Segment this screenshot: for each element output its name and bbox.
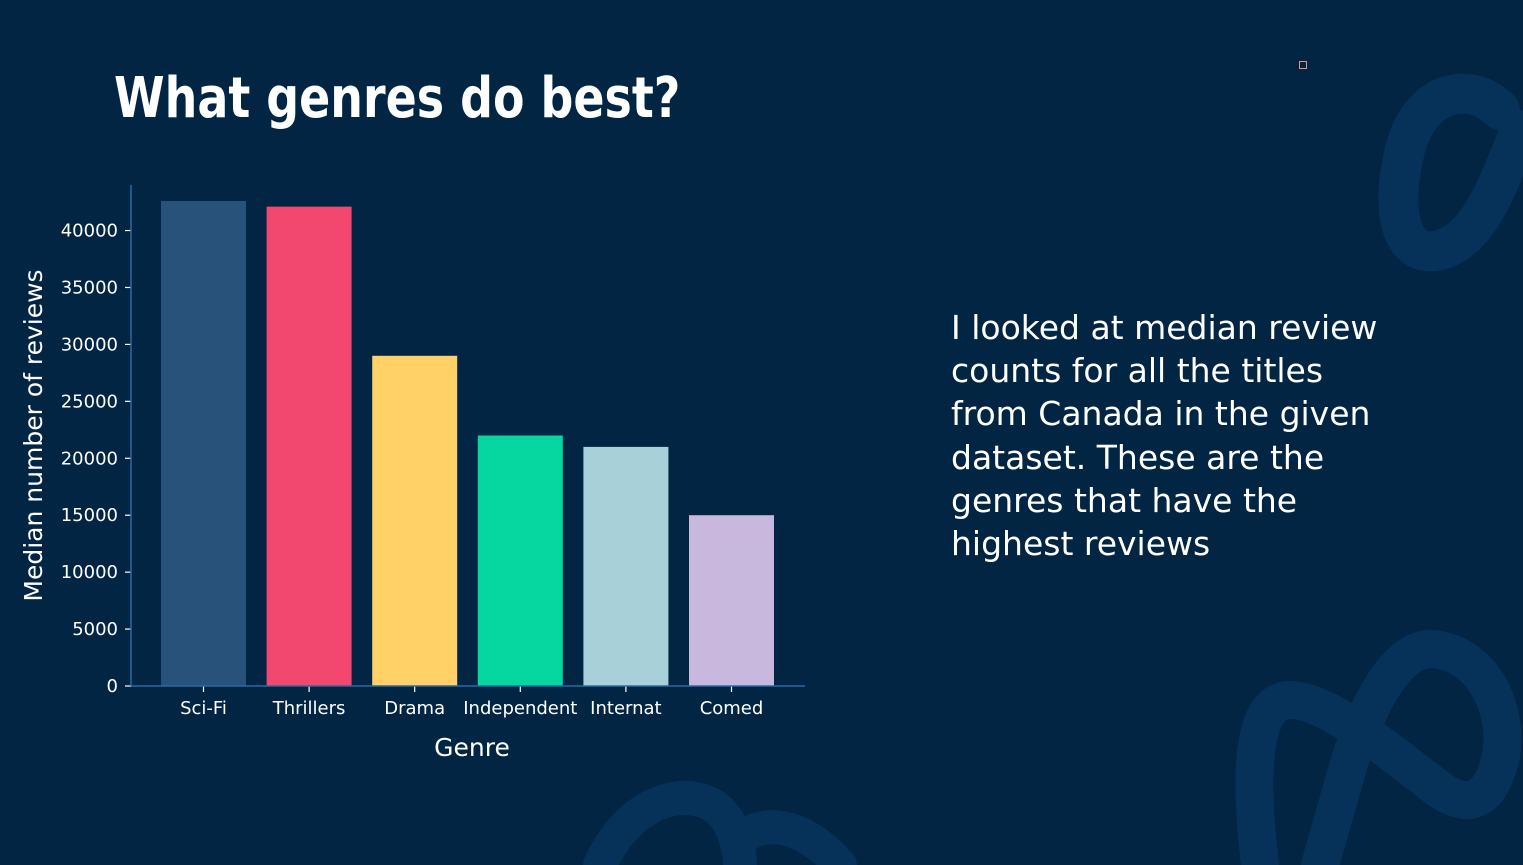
y-tick-label: 10000 [61, 562, 118, 583]
corner-marker [1299, 61, 1307, 69]
bar-independent [477, 435, 563, 686]
y-axis-ticks: 0 5000 10000 15000 20000 25000 30000 35000 40000 [61, 221, 131, 697]
x-axis-label: Genre [434, 733, 510, 762]
y-axis-label: Median number of reviews [19, 269, 48, 601]
bar-comed [689, 515, 774, 686]
y-tick-label: 30000 [61, 334, 118, 355]
bars [161, 200, 774, 686]
y-tick-label: 5000 [72, 619, 118, 640]
y-tick-label: 15000 [61, 505, 118, 526]
x-axis-ticks: Sci-Fi Thrillers Drama Independent Internat C… [180, 686, 763, 719]
x-tick-label: Drama [384, 698, 445, 719]
y-tick-label: 25000 [61, 391, 118, 412]
bar-thrillers [266, 206, 352, 686]
decorative-loop-bottom-right [1235, 630, 1522, 865]
bar-drama [372, 355, 458, 686]
x-tick-label: Independent [463, 698, 577, 719]
bar-chart: 0 5000 10000 15000 20000 25000 30000 35000 40000… [19, 185, 805, 762]
slide-title: What genres do best? [114, 66, 681, 131]
x-tick-label: Internat [590, 698, 661, 719]
y-tick-label: 0 [107, 676, 118, 697]
y-tick-label: 40000 [61, 221, 118, 242]
decorative-loop-bottom-center [583, 781, 857, 865]
x-tick-label: Sci-Fi [180, 698, 227, 719]
bar-sci-fi [161, 200, 246, 686]
x-tick-label: Thrillers [272, 698, 346, 719]
y-tick-label: 20000 [61, 448, 118, 469]
bar-internat [583, 446, 669, 686]
decorative-loop-top-right [1378, 73, 1523, 272]
x-tick-label: Comed [700, 698, 764, 719]
body-text: I looked at median review counts for all… [951, 308, 1378, 564]
y-tick-label: 35000 [61, 277, 118, 298]
